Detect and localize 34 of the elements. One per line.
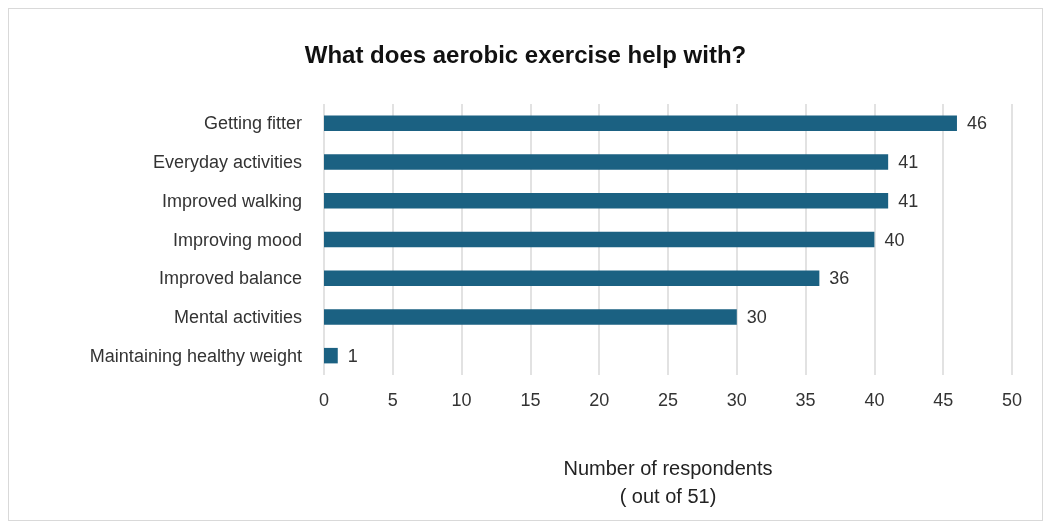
y-tick-label: Mental activities xyxy=(173,306,302,327)
y-tick-label: Improved balance xyxy=(158,268,302,289)
data-label: 1 xyxy=(347,345,358,366)
x-tick-label: 35 xyxy=(795,390,816,410)
bar xyxy=(324,270,820,286)
y-tick-label: Improved walking xyxy=(161,190,302,211)
data-label: 41 xyxy=(898,152,919,173)
x-tick-label: 10 xyxy=(451,390,472,410)
x-tick-label: 40 xyxy=(864,390,885,410)
chart-title: What does aerobic exercise help with? xyxy=(304,40,747,68)
x-tick-label: 20 xyxy=(589,390,610,410)
bar xyxy=(324,115,957,132)
x-tick-label: 0 xyxy=(318,390,330,410)
x-tick-label: 5 xyxy=(387,390,398,410)
data-label: 40 xyxy=(884,229,905,250)
y-tick-label: Maintaining healthy weight xyxy=(89,345,302,366)
bar xyxy=(324,309,737,325)
y-tick-label: Getting fitter xyxy=(203,113,302,134)
bar xyxy=(324,193,889,209)
x-tick-label: 15 xyxy=(520,390,541,410)
x-tick-label: 30 xyxy=(726,390,747,410)
bar xyxy=(324,231,875,248)
y-tick-label: Everyday activities xyxy=(152,152,302,173)
y-tick-label: Improving mood xyxy=(172,229,302,250)
data-label: 30 xyxy=(746,306,767,327)
data-label: 46 xyxy=(966,113,987,134)
data-label: 41 xyxy=(898,190,919,211)
x-axis-title: Number of respondents ( out of 51) xyxy=(563,456,773,507)
x-tick-label: 25 xyxy=(657,390,679,410)
data-label: 36 xyxy=(829,268,850,289)
bar xyxy=(324,347,338,364)
x-tick-label: 45 xyxy=(933,390,954,410)
bar xyxy=(324,154,889,170)
x-tick-label: 50 xyxy=(1001,390,1023,410)
